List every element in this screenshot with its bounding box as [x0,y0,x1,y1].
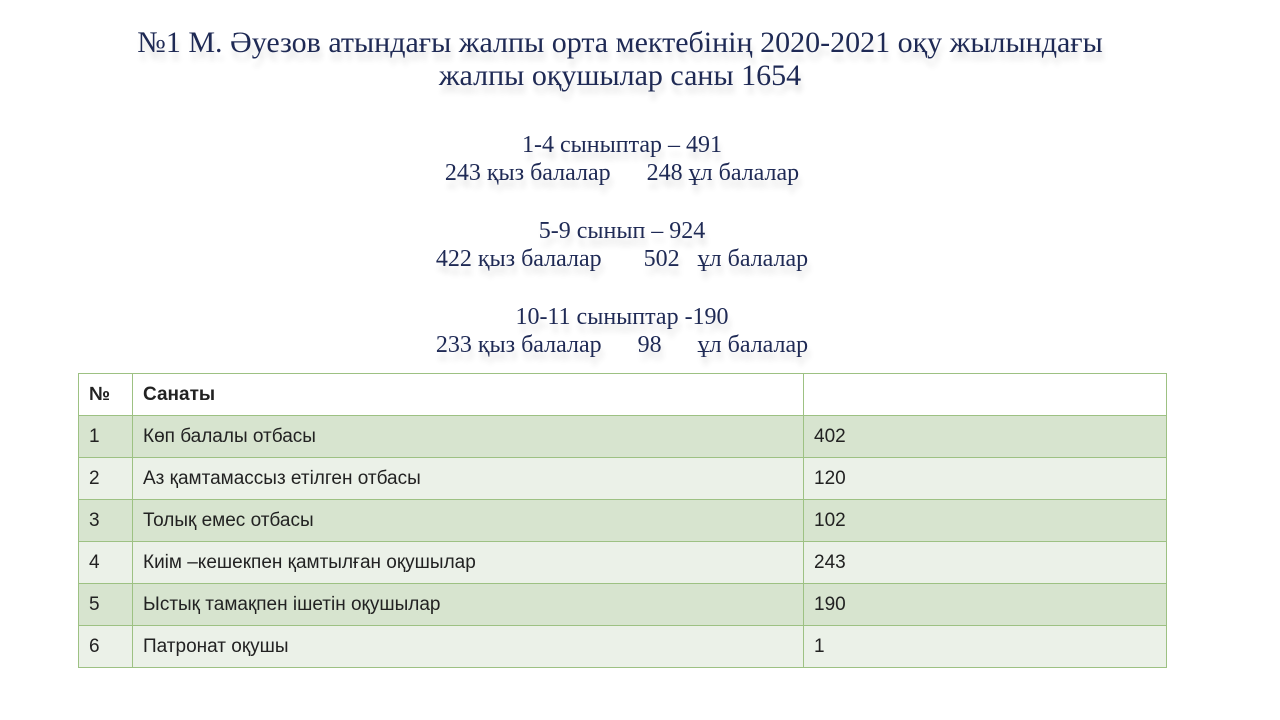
title-line: жалпы оқушылар саны 1654 [438,59,802,92]
table-cell: 402 [803,415,1167,458]
table-cell: 5 [78,583,133,626]
title-line: №1 М. Әуезов атындағы жалпы орта мектебі… [137,26,1103,59]
table-cell: 1 [78,415,133,458]
header-cell: № [78,373,133,416]
table-row: 4 Киім –кешекпен қамтылған оқушылар 243 [78,541,1167,584]
group-detail: 243 қыз балалар 248 ұл балалар [444,160,800,186]
table-cell: 4 [78,541,133,584]
table-row: 6 Патронат оқушы 1 [78,625,1167,668]
table-cell: Ыстық тамақпен ішетін оқушылар [132,583,804,626]
data-table: № Санаты 1 Көп балалы отбасы 402 2 Аз қамтам… [78,373,1167,668]
group-heading: 5-9 сынып – 924 [538,218,706,244]
table-cell: 190 [803,583,1167,626]
table-cell: Киім –кешекпен қамтылған оқушылар [132,541,804,584]
table-cell: 3 [78,499,133,542]
table-cell: 120 [803,457,1167,500]
table-cell: 102 [803,499,1167,542]
table-row: 1 Көп балалы отбасы 402 [78,415,1167,458]
table-cell: 2 [78,457,133,500]
table-cell: 1 [803,625,1167,668]
group-heading: 10-11 сыныптар -190 [515,304,729,330]
table-cell: 6 [78,625,133,668]
table-cell: Патронат оқушы [132,625,804,668]
group-detail: 422 қыз балалар 502 ұл балалар [435,246,809,272]
table-header-row: № Санаты [78,373,1167,416]
table-cell: Аз қамтамассыз етілген отбасы [132,457,804,500]
table-cell: Көп балалы отбасы [132,415,804,458]
header-cell: Санаты [132,373,804,416]
group-heading: 1-4 сыныптар – 491 [521,132,722,158]
header-cell [803,373,1167,416]
table-row: 2 Аз қамтамассыз етілген отбасы 120 [78,457,1167,500]
table-cell: 243 [803,541,1167,584]
group-detail: 233 қыз балалар 98 ұл балалар [435,332,809,358]
table-cell: Толық емес отбасы [132,499,804,542]
table-row: 5 Ыстық тамақпен ішетін оқушылар 190 [78,583,1167,626]
table-row: 3 Толық емес отбасы 102 [78,499,1167,542]
